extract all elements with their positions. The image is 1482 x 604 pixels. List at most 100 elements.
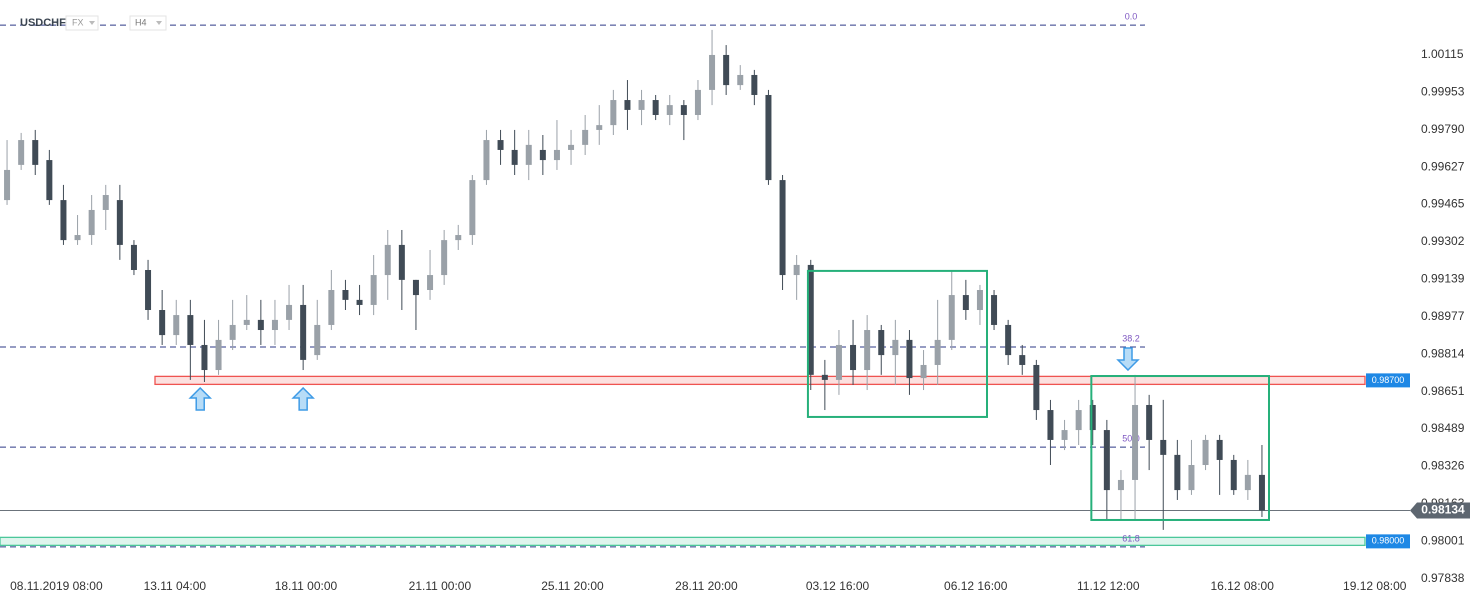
y-tick-label: 0.98651 (1421, 384, 1465, 398)
market-box[interactable] (65, 15, 99, 31)
dropdown-icon[interactable] (89, 21, 95, 25)
candle-body (948, 295, 955, 340)
candle-body (328, 290, 335, 325)
candle-body (596, 125, 603, 130)
x-tick-label: 16.12 08:00 (1211, 579, 1275, 593)
x-tick-label: 13.11 04:00 (144, 579, 207, 593)
candle-body (976, 290, 983, 311)
candle-body (1075, 410, 1082, 431)
y-tick-label: 0.98001 (1421, 533, 1465, 547)
candle-body (1047, 410, 1054, 440)
x-tick-label: 25.11 20:00 (541, 579, 604, 593)
candle-body (1146, 404, 1153, 440)
candle-body (878, 330, 885, 356)
candle-body (835, 344, 842, 380)
symbol: USDCHF (20, 17, 66, 29)
candle-body (441, 240, 448, 276)
candle-body (1174, 454, 1181, 491)
candle-body (723, 54, 730, 86)
y-tick-label: 0.99790 (1421, 122, 1465, 136)
y-tick-label: 0.99465 (1421, 197, 1465, 211)
candle-body (737, 74, 744, 86)
arrow (291, 386, 315, 411)
candle-body (1061, 430, 1068, 440)
candle-body (173, 315, 180, 336)
zone (154, 375, 1366, 386)
candle-body (638, 100, 645, 110)
candle-body (779, 180, 786, 276)
candle-body (553, 149, 560, 161)
candle-body (962, 295, 969, 311)
candle-body (74, 235, 81, 241)
candle-body (130, 244, 137, 270)
candle-body (807, 264, 814, 375)
arrow (188, 386, 213, 411)
candle-body (370, 275, 377, 305)
candle-body (568, 144, 575, 150)
candle-body (187, 315, 194, 345)
y-tick-label: 0.98489 (1421, 421, 1465, 435)
candle-body (145, 269, 152, 311)
candle-body (18, 140, 25, 165)
range-box (806, 269, 988, 418)
candle-body (116, 200, 123, 245)
fib-label: 61.8 (1122, 533, 1140, 543)
fib-label: 50.0 (1122, 433, 1140, 443)
timeframe[interactable]: H4 (135, 17, 147, 27)
candle-body (864, 330, 871, 371)
candle-body (412, 279, 419, 296)
dropdown-icon[interactable] (156, 21, 162, 25)
candle-body (906, 339, 913, 379)
candle-body (582, 129, 589, 145)
candle-body (892, 339, 899, 356)
candle-body (243, 319, 250, 325)
header: USDCHF FX H4 (20, 15, 167, 31)
y-tick-label: 0.99302 (1421, 234, 1465, 248)
candle-body (1103, 430, 1110, 491)
y-tick-label: 0.98814 (1421, 346, 1465, 360)
candle-body (850, 344, 857, 371)
candle-body (821, 374, 828, 380)
x-tick-label: 19.12 08:00 (1343, 579, 1407, 593)
candle-body (624, 100, 631, 110)
candle-body (88, 209, 95, 236)
candle-body (709, 54, 716, 90)
fib-label: 38.2 (1122, 333, 1140, 343)
candle-body (1244, 474, 1251, 491)
candle-body (991, 295, 998, 325)
y-tick-label: 0.99627 (1421, 159, 1465, 173)
timeframe-box[interactable] (129, 15, 167, 31)
candle-body (539, 149, 546, 161)
candle-body (1230, 459, 1237, 491)
candle-body (1033, 364, 1040, 411)
candle-body (1019, 355, 1026, 365)
candle-body (511, 149, 518, 165)
candle-body (497, 140, 504, 150)
candle-body (1202, 439, 1209, 466)
last-price-label: 0.98134 (1421, 503, 1465, 517)
plot-area: 1.00115 0.99953 0.99790 0.99627 0.99465 0.993… (0, 11, 1470, 593)
candle-body (286, 304, 293, 320)
candle-body (271, 319, 278, 331)
range-box (1090, 375, 1270, 521)
candle-body (1005, 324, 1012, 356)
candle-body (469, 180, 476, 236)
candle-body (102, 195, 109, 210)
zone-tag (1366, 373, 1410, 388)
candle-body (398, 244, 405, 280)
zone-label: 0.98000 (1372, 536, 1405, 546)
candle-body (314, 324, 321, 356)
y-tick-label: 1.00115 (1421, 47, 1464, 61)
x-tick-label: 18.11 00:00 (275, 579, 338, 593)
candle-body (300, 304, 307, 360)
x-tick-label: 11.12 12:00 (1077, 579, 1140, 593)
candle-body (1089, 404, 1096, 431)
market[interactable]: FX (72, 17, 84, 27)
y-tick-label: 0.98326 (1421, 459, 1465, 473)
candle-body (525, 144, 532, 165)
y-tick-label: 0.99139 (1421, 272, 1465, 286)
fib-label: 0.0 (1125, 11, 1138, 21)
candle-body (257, 319, 264, 331)
candle-body (229, 324, 236, 340)
